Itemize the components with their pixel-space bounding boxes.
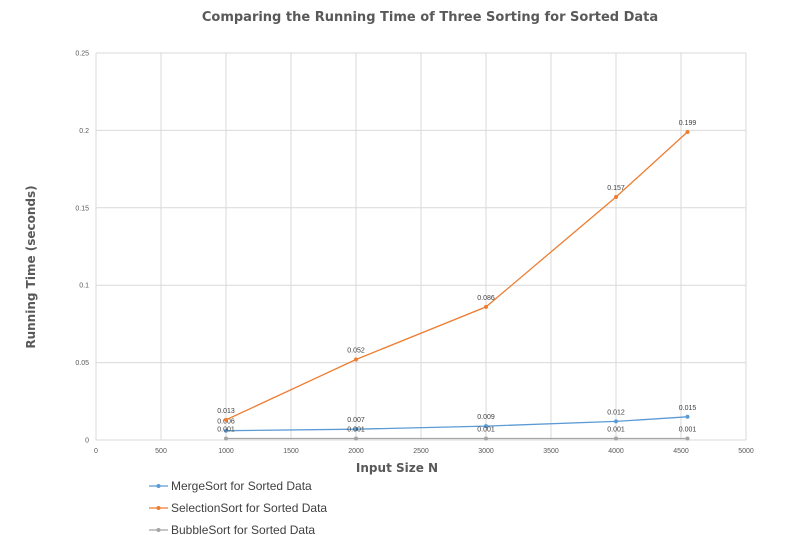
data-point [354,436,358,441]
data-point [354,357,358,362]
data-point [484,304,488,309]
data-point [484,424,488,429]
y-tick-label: 0.25 [75,51,89,58]
data-point [224,436,228,441]
data-label: 0.001 [607,426,625,433]
legend-label: SelectionSort for Sorted Data [171,501,327,515]
x-tick-label: 0 [94,448,98,455]
y-tick-label: 0.05 [75,360,89,367]
x-tick-label: 2500 [413,448,429,455]
data-label: 0.007 [347,417,365,424]
data-label: 0.001 [347,426,365,433]
x-tick-label: 2000 [348,448,364,455]
y-axis-title: Running Time (seconds) [24,185,38,348]
data-point [484,436,488,441]
legend-label: MergeSort for Sorted Data [171,479,312,493]
data-point [614,436,618,441]
x-axis-title: Input Size N [356,461,438,475]
y-tick-label: 0.15 [75,205,89,212]
chart-title: Comparing the Running Time of Three Sort… [202,10,658,25]
data-point [224,417,228,422]
legend-marker [156,484,161,488]
data-label: 0.001 [217,426,235,433]
data-point [685,129,690,134]
x-tick-label: 4500 [673,448,689,455]
y-tick-label: 0.2 [79,128,89,135]
data-label: 0.157 [607,185,625,192]
plot-area: 0 500 1000 1500 2000 2500 3000 3500 4000 4500 5000… [75,51,754,456]
y-tick-label: 0.1 [79,283,89,290]
x-tick-label: 5000 [738,448,754,455]
data-label: 0.006 [217,419,235,426]
data-label: 0.086 [477,295,495,302]
data-point [685,414,690,419]
data-label: 0.013 [217,408,235,415]
x-tick-label: 500 [155,448,167,455]
data-point [614,419,618,424]
y-tick-label: 0 [85,438,89,445]
data-label: 0.001 [477,426,495,433]
x-tick-label: 1000 [218,448,234,455]
data-label: 0.052 [347,348,365,355]
x-tick-label: 1500 [283,448,299,455]
legend-marker [156,506,161,510]
x-tick-label: 4000 [608,448,624,455]
data-label: 0.012 [607,409,625,416]
legend: MergeSort for Sorted Data SelectionSort f… [149,479,327,535]
data-point [354,427,358,432]
data-label: 0.001 [679,426,697,433]
data-point [224,428,228,433]
data-point [614,194,618,199]
data-label: 0.199 [679,120,697,127]
legend-label: BubbleSort for Sorted Data [171,523,315,535]
data-point [685,436,690,441]
series-line [225,131,688,421]
data-label: 0.009 [477,414,495,421]
x-tick-label: 3500 [543,448,559,455]
x-tick-label: 3000 [478,448,494,455]
data-label: 0.015 [679,405,697,412]
legend-marker [156,528,161,532]
